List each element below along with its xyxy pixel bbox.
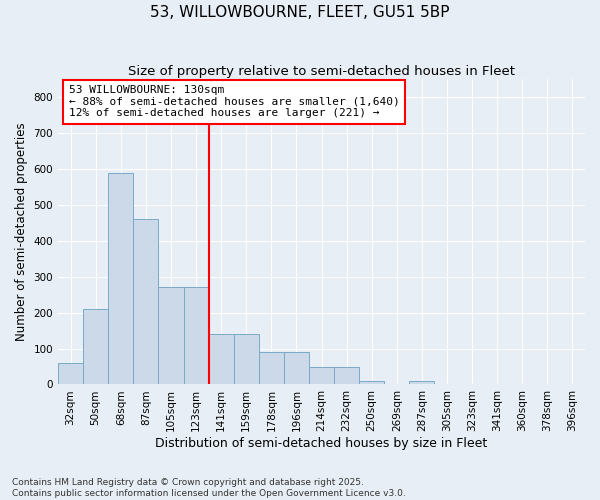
Bar	[58, 363, 83, 384]
Bar	[409, 381, 434, 384]
Bar	[259, 352, 284, 384]
Bar	[83, 309, 108, 384]
Text: Contains HM Land Registry data © Crown copyright and database right 2025.
Contai: Contains HM Land Registry data © Crown c…	[12, 478, 406, 498]
Bar	[158, 288, 184, 384]
Bar	[309, 366, 334, 384]
Text: 53, WILLOWBOURNE, FLEET, GU51 5BP: 53, WILLOWBOURNE, FLEET, GU51 5BP	[150, 5, 450, 20]
Text: 53 WILLOWBOURNE: 130sqm
← 88% of semi-detached houses are smaller (1,640)
12% of: 53 WILLOWBOURNE: 130sqm ← 88% of semi-de…	[68, 86, 400, 118]
Bar	[284, 352, 309, 384]
Bar	[133, 219, 158, 384]
X-axis label: Distribution of semi-detached houses by size in Fleet: Distribution of semi-detached houses by …	[155, 437, 488, 450]
Bar	[334, 366, 359, 384]
Y-axis label: Number of semi-detached properties: Number of semi-detached properties	[15, 122, 28, 341]
Title: Size of property relative to semi-detached houses in Fleet: Size of property relative to semi-detach…	[128, 65, 515, 78]
Bar	[108, 172, 133, 384]
Bar	[233, 334, 259, 384]
Bar	[184, 288, 209, 384]
Bar	[359, 381, 384, 384]
Bar	[209, 334, 233, 384]
